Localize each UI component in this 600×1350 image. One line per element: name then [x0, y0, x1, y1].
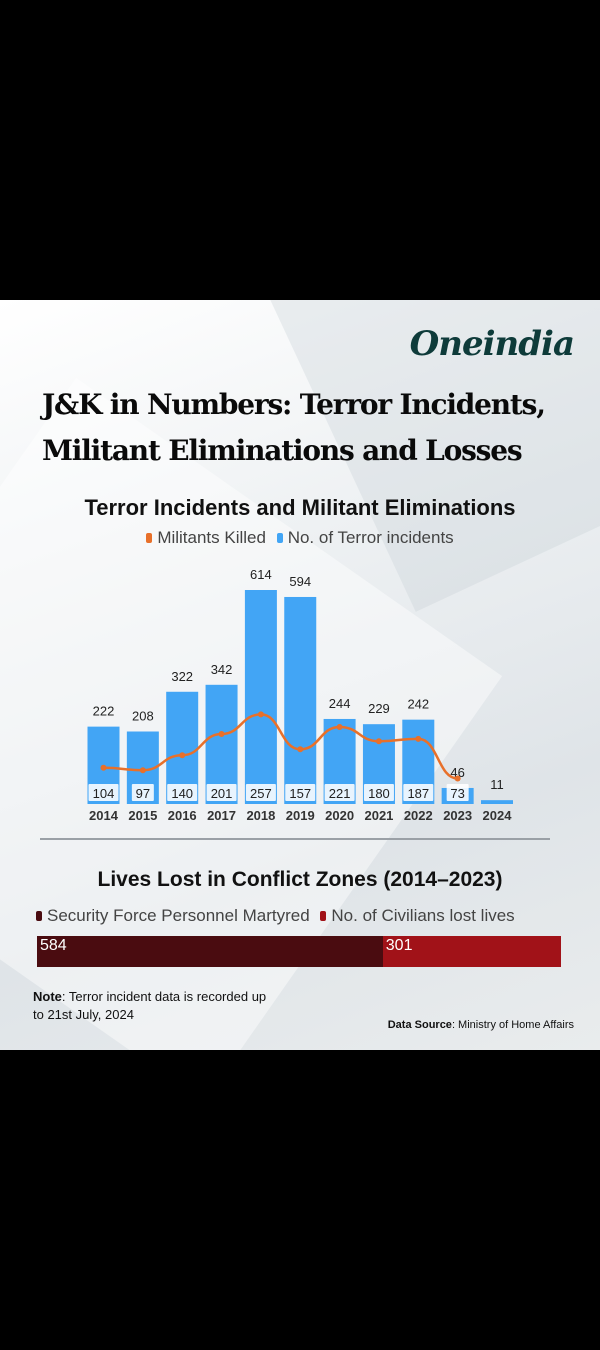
militants-value-label: 257 — [250, 786, 272, 801]
militants-label-bg — [167, 784, 198, 801]
militants-point-2014 — [100, 764, 107, 771]
militants-point-2019 — [297, 746, 304, 753]
infographic-card: Oneindia J&K in Numbers: Terror Incident… — [0, 300, 600, 1050]
bar-value-label: 594 — [289, 574, 311, 589]
x-tick-label: 2022 — [404, 808, 433, 823]
chart-title: Terror Incidents and Militant Eliminatio… — [84, 495, 516, 520]
militants-label-bg — [206, 784, 237, 801]
bar-value-label: 614 — [250, 567, 272, 582]
x-tick-label: 2017 — [207, 808, 236, 823]
militants-line — [103, 713, 458, 780]
bar-value-label: 11 — [490, 777, 504, 792]
x-tick-label: 2023 — [443, 808, 472, 823]
x-tick-label: 2024 — [483, 808, 513, 823]
data-source: Data Source: Ministry of Home Affairs — [388, 1019, 574, 1031]
militants-value-label: 201 — [211, 786, 233, 801]
militants-label-bg — [245, 784, 276, 801]
legend-swatch-civilians — [320, 911, 327, 921]
source-text: : Ministry of Home Affairs — [451, 1019, 574, 1031]
security-value-label: 584 — [40, 937, 67, 954]
bar-2018 — [244, 590, 277, 804]
legend-label-incidents: No. of Terror incidents — [287, 528, 454, 547]
x-tick-label: 2014 — [89, 808, 119, 823]
bar-value-label: 222 — [93, 704, 115, 719]
security-segment: 584 — [37, 936, 383, 967]
civilian-segment: 301 — [382, 936, 561, 967]
bar-value-label: 46 — [450, 765, 464, 780]
militants-label-bg — [363, 784, 394, 801]
chart-legend: Militants Killed No. of Terror incidents — [0, 528, 600, 548]
lives-stacked-bar: 584 301 — [37, 936, 561, 967]
militants-point-2016 — [179, 752, 186, 759]
militants-label-bg — [88, 784, 119, 801]
legend-swatch-security — [36, 911, 42, 921]
legend-label-security: Security Force Personnel Martyred — [47, 906, 310, 925]
bar-value-label: 342 — [211, 662, 233, 677]
bar-value-label: 229 — [368, 701, 390, 716]
militants-point-2021 — [375, 738, 382, 745]
militants-value-label: 73 — [450, 786, 464, 801]
x-tick-label: 2021 — [364, 808, 393, 823]
civilian-value-label: 301 — [385, 937, 413, 954]
x-tick-label: 2015 — [128, 808, 157, 823]
bar-2019 — [284, 596, 317, 804]
headline-line-1: J&K in Numbers: Terror Incidents, — [42, 388, 546, 421]
footnote: Note: Terror incident data is recorded u… — [33, 988, 273, 1024]
incidents-chart: 222 208 322 342 614 594 244 229 242 46 11 104 97 140 2… — [87, 567, 513, 823]
note-label: Note — [33, 989, 62, 1004]
militants-value-label: 157 — [289, 786, 311, 801]
headline-line-2: Militant Eliminations and Losses — [42, 434, 523, 467]
bar-value-label: 242 — [407, 697, 429, 712]
legend-label-civilians: No. of Civilians lost lives — [331, 906, 515, 925]
x-tick-label: 2016 — [168, 808, 197, 823]
brand-logo: Oneindia — [409, 324, 575, 364]
legend-swatch-incidents — [276, 533, 283, 543]
headline: J&K in Numbers: Terror Incidents, Milita… — [42, 382, 572, 474]
x-tick-label: 2019 — [286, 808, 315, 823]
bar-2024 — [481, 800, 513, 804]
x-tick-label: 2018 — [246, 808, 275, 823]
militants-value-label: 140 — [171, 786, 193, 801]
militants-point-2017 — [218, 730, 225, 737]
militants-point-2023 — [454, 775, 461, 782]
source-label: Data Source — [387, 1019, 452, 1031]
militants-value-label: 180 — [368, 786, 390, 801]
militants-value-label: 104 — [93, 786, 115, 801]
lives-lost-title: Lives Lost in Conflict Zones (2014–2023) — [97, 868, 503, 891]
militants-value-label: 187 — [407, 786, 429, 801]
bar-value-label: 322 — [171, 669, 193, 684]
militants-point-2020 — [336, 723, 343, 730]
militants-label-bg — [324, 784, 355, 801]
militants-point-2022 — [415, 735, 422, 742]
militants-label-bg — [285, 784, 316, 801]
militants-label-bg — [446, 784, 469, 801]
x-tick-label: 2020 — [325, 808, 354, 823]
note-text: : Terror incident data is recorded up to… — [33, 989, 267, 1022]
bar-value-label: 208 — [132, 709, 154, 724]
militants-label-bg — [131, 784, 154, 801]
lives-legend: Security Force Personnel Martyred No. of… — [36, 906, 515, 926]
bar-value-label: 244 — [329, 696, 351, 711]
militants-value-label: 97 — [136, 786, 150, 801]
militants-point-2018 — [257, 711, 264, 718]
militants-point-2015 — [139, 767, 146, 774]
militants-label-bg — [403, 784, 434, 801]
legend-swatch-militants — [146, 533, 153, 543]
militants-value-label: 221 — [329, 786, 351, 801]
section-divider — [40, 838, 550, 840]
legend-label-militants: Militants Killed — [157, 528, 266, 547]
